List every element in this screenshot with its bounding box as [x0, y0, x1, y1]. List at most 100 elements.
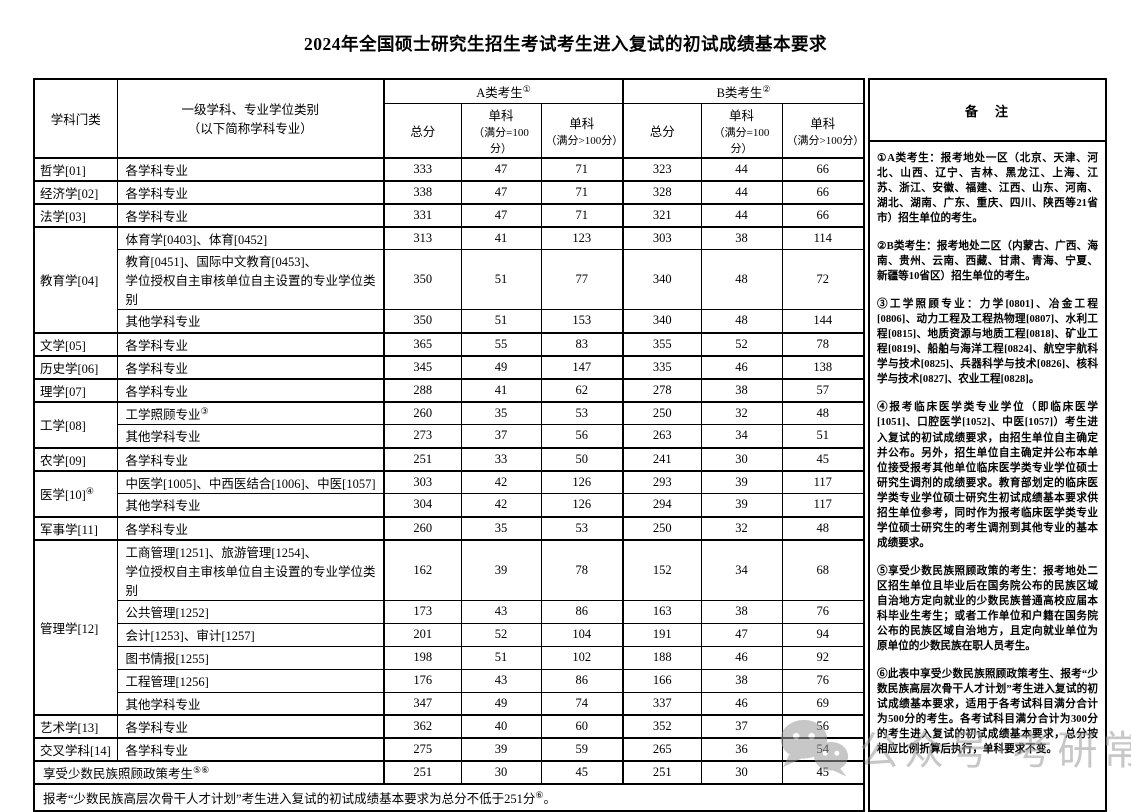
score-cell: 45	[540, 760, 624, 785]
score-cell-text: 38	[735, 230, 748, 245]
score-cell: 250	[622, 400, 702, 425]
score-cell: 69	[781, 691, 865, 716]
score-cell: 39	[460, 538, 542, 601]
score-cell: 37	[460, 424, 542, 448]
score-cell: 72	[781, 249, 865, 310]
score-cell-text: 273	[413, 428, 433, 443]
score-cell: 42	[460, 469, 542, 494]
score-cell-text: 260	[413, 520, 433, 535]
score-cell: 38	[700, 377, 783, 402]
score-cell-text: 66	[816, 207, 830, 222]
category-cell: 军事学[11]	[33, 515, 118, 540]
score-cell: 45	[781, 760, 865, 785]
score-cell-text: 46	[735, 650, 748, 664]
major-cell-text: 其他学科专业	[125, 430, 201, 445]
score-cell-text: 201	[413, 627, 433, 641]
major-cell: 各学科专业	[116, 714, 385, 739]
score-cell-text: 338	[413, 184, 433, 199]
score-cell: 126	[540, 469, 624, 494]
major-cell-text: 图书情报[1255]	[125, 652, 209, 666]
header-row-sub: 总分 单科 （满分=100分） 单科 （满分>100分） 总分 单科 （满分=100分…	[34, 102, 865, 159]
score-cell-text: 45	[816, 765, 830, 779]
remark-paragraph: ③工学照顾专业：力学[0801]、冶金工程[0806]、动力工程及工程热物理[0…	[877, 299, 1098, 386]
major-cell: 各学科专业	[116, 515, 385, 540]
table-row: 享受少数民族照顾政策考生⑤⑥ 251 30 45 251 30 45	[33, 760, 865, 785]
category-cell-text: 农学[09]	[40, 453, 86, 468]
header-row-groups: 学科门类 一级学科、专业学位类别 （以下简称学科专业） A类考生① B类考生②	[33, 78, 865, 158]
score-cell-text: 275	[413, 742, 433, 756]
score-cell: 250	[622, 515, 702, 540]
major-cell-text: 各学科专业	[125, 744, 189, 758]
score-cell-text: 147	[572, 359, 592, 374]
footnote-ref-1: ①	[522, 83, 531, 94]
score-cell: 66	[781, 156, 865, 181]
remark-paragraph: ①A类考生：报考地处一区（北京、天津、河北、山西、辽宁、吉林、黑龙江、上海、江苏…	[877, 153, 1098, 225]
score-cell-text: 44	[735, 184, 748, 199]
header-b-total: 总分	[622, 102, 702, 159]
score-cell-text: 35	[494, 520, 508, 535]
score-cell-text: 37	[735, 719, 748, 733]
score-cell-text: 163	[652, 604, 672, 618]
score-cell: 47	[460, 156, 542, 181]
score-cell: 47	[460, 202, 542, 227]
score-cell-text: 30	[735, 765, 748, 779]
score-cell-text: 41	[494, 382, 508, 397]
category-cell: 文学[05]	[33, 331, 118, 356]
table-row: 工程管理[1256] 176 43 86 166 38 76	[34, 668, 865, 693]
major-cell: 工程管理[1256]	[116, 668, 385, 693]
category-cell-text: 文学[05]	[40, 338, 86, 353]
major-cell-text: 各学科专业	[125, 186, 189, 201]
score-cell-text: 347	[413, 695, 433, 710]
score-cell-text: 37	[494, 428, 508, 443]
score-cell: 76	[781, 668, 865, 693]
score-cell-text: 126	[572, 474, 592, 489]
score-cell-text: 198	[413, 650, 433, 664]
score-cell: 57	[781, 377, 865, 402]
score-cell-text: 304	[413, 497, 433, 512]
score-cell-text: 340	[652, 272, 672, 286]
category-cell: 哲学[01]	[33, 156, 118, 181]
score-cell-text: 35	[494, 405, 508, 420]
category-cell: 理学[07]	[33, 377, 118, 402]
score-cell-text: 44	[735, 161, 748, 176]
major-cell: 工学照顾专业③	[116, 400, 385, 425]
score-cell: 303	[383, 469, 462, 494]
score-cell-text: 114	[813, 230, 832, 245]
score-cell: 49	[460, 691, 542, 716]
score-cell-text: 51	[494, 650, 508, 664]
score-cell-text: 76	[816, 673, 830, 687]
score-cell: 251	[383, 760, 462, 785]
category-cell-text: 工学[08]	[40, 419, 86, 433]
score-cell-text: 260	[413, 405, 433, 420]
score-cell: 55	[460, 331, 542, 356]
score-cell: 53	[540, 400, 624, 425]
score-cell-text: 30	[735, 451, 748, 466]
table-row: 其他学科专业 273 37 56 263 34 51	[34, 424, 865, 448]
score-cell-text: 47	[735, 627, 748, 641]
score-cell-text: 251	[413, 451, 433, 466]
score-cell-text: 123	[572, 230, 592, 245]
score-cell: 260	[383, 400, 462, 425]
score-cell: 36	[700, 737, 783, 762]
score-cell: 335	[622, 354, 702, 379]
score-cell-text: 117	[813, 497, 832, 512]
score-cell: 350	[383, 249, 462, 310]
major-cell-text: 各学科专业	[125, 721, 189, 735]
score-cell-text: 34	[735, 562, 748, 577]
major-cell-text: 其他学科专业	[125, 499, 201, 514]
header-major-line2: （以下简称学科专业）	[187, 122, 313, 137]
score-cell: 263	[622, 424, 702, 448]
header-group-b: B类考生②	[622, 78, 865, 104]
score-cell: 188	[622, 645, 702, 670]
score-cell: 166	[622, 668, 702, 693]
score-cell: 30	[700, 760, 783, 785]
score-cell: 362	[383, 714, 462, 739]
score-cell: 39	[700, 493, 783, 517]
score-cell: 176	[383, 668, 462, 693]
score-cell: 49	[460, 354, 542, 379]
major-cell: 其他学科专业	[116, 309, 385, 333]
footnote-ref: ⑤⑥	[193, 764, 210, 775]
header-a-single-gt: 单科 （满分>100分）	[540, 102, 624, 159]
score-cell: 34	[700, 538, 783, 601]
